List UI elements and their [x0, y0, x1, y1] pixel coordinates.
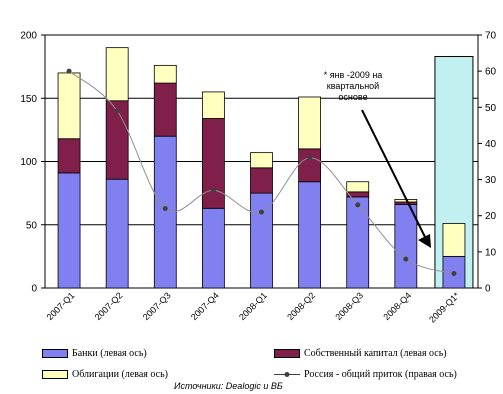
x-tick-label: 2007-Q4: [189, 290, 221, 322]
x-tick-label: 2009-Q1*: [427, 290, 462, 325]
bar-segment-2: [346, 181, 370, 193]
right-axis-tick-label: 0: [485, 284, 491, 295]
bar-segment-0: [201, 207, 225, 289]
legend-label-bonds: Облигации (левая ось): [72, 369, 168, 380]
annotation-arrow-head: [418, 234, 431, 248]
x-tick-label: 2008-Q3: [333, 290, 365, 322]
right-axis-tick-label: 60: [485, 67, 497, 78]
source-note: Источники: Dealogic и ВБ: [174, 381, 283, 391]
legend-swatch-bonds: [42, 370, 68, 380]
annotation-text: квартальной: [327, 81, 379, 91]
series-point-russia: [451, 271, 457, 277]
bar-segment-2: [105, 47, 129, 102]
bar-segment-0: [57, 172, 81, 289]
bar-segment-2: [153, 64, 177, 84]
series-point-russia: [403, 256, 409, 262]
right-axis-tick-label: 50: [485, 103, 497, 114]
series-point-russia: [114, 108, 120, 114]
bar-segment-2: [298, 96, 322, 150]
bar-segment-2: [57, 72, 81, 140]
annotation-arrow-line: [361, 109, 426, 238]
x-tick-label: 2007-Q3: [141, 290, 173, 322]
legend-swatch-banks: [42, 349, 68, 359]
x-tick-label: 2007-Q2: [93, 290, 125, 322]
bar-segment-2: [442, 223, 466, 257]
bar-segment-2: [250, 152, 273, 169]
right-axis-tick-label: 10: [485, 247, 497, 258]
x-tick-label: 2007-Q1: [45, 290, 77, 322]
left-axis-tick-label: 50: [26, 220, 38, 231]
bar-segment-0: [250, 192, 273, 289]
bar-segment-1: [153, 82, 177, 137]
legend-banks: Банки (левая ось): [42, 348, 147, 359]
right-axis-tick-label: 70: [485, 31, 497, 42]
x-tick-label: 2008-Q4: [381, 290, 413, 322]
series-point-russia: [355, 202, 361, 208]
legend-label-equity: Собственный капитал (левая ось): [304, 348, 447, 359]
legend-label-russia: Россия - общий приток (правая ось): [304, 369, 457, 380]
series-point-russia: [162, 205, 168, 211]
bar-segment-0: [298, 181, 322, 289]
left-axis-tick-label: 0: [31, 284, 37, 295]
x-tick-label: 2008-Q2: [285, 290, 317, 322]
annotation-text: * янв -2009 на: [324, 70, 383, 80]
right-axis-tick-label: 40: [485, 139, 497, 150]
right-axis-tick-label: 30: [485, 175, 497, 186]
annotation-text: основе: [338, 92, 367, 102]
legend-swatch-equity: [274, 349, 300, 359]
legend-bonds: Облигации (левая ось): [42, 369, 168, 380]
left-axis-tick-label: 150: [20, 94, 37, 105]
bar-segment-1: [57, 138, 81, 174]
series-point-russia: [210, 187, 216, 193]
left-axis-tick-label: 200: [20, 31, 37, 42]
bar-segment-1: [298, 148, 322, 183]
series-point-russia: [307, 155, 313, 161]
bar-segment-1: [250, 167, 273, 194]
series-point-russia: [259, 209, 264, 215]
legend-equity: Собственный капитал (левая ось): [274, 348, 447, 359]
series-point-russia: [66, 68, 72, 74]
right-axis-tick-label: 20: [485, 211, 497, 222]
x-tick-label: 2008-Q1: [237, 290, 269, 322]
bar-segment-1: [201, 118, 225, 209]
bar-segment-0: [394, 204, 418, 289]
legend-russia: Россия - общий приток (правая ось): [274, 369, 457, 380]
legend-label-banks: Банки (левая ось): [72, 348, 147, 359]
bar-segment-0: [346, 196, 370, 289]
bar-segment-2: [201, 91, 225, 119]
legend-line-icon: [274, 372, 300, 378]
bar-segment-0: [105, 178, 129, 289]
left-axis-tick-label: 100: [20, 157, 37, 168]
